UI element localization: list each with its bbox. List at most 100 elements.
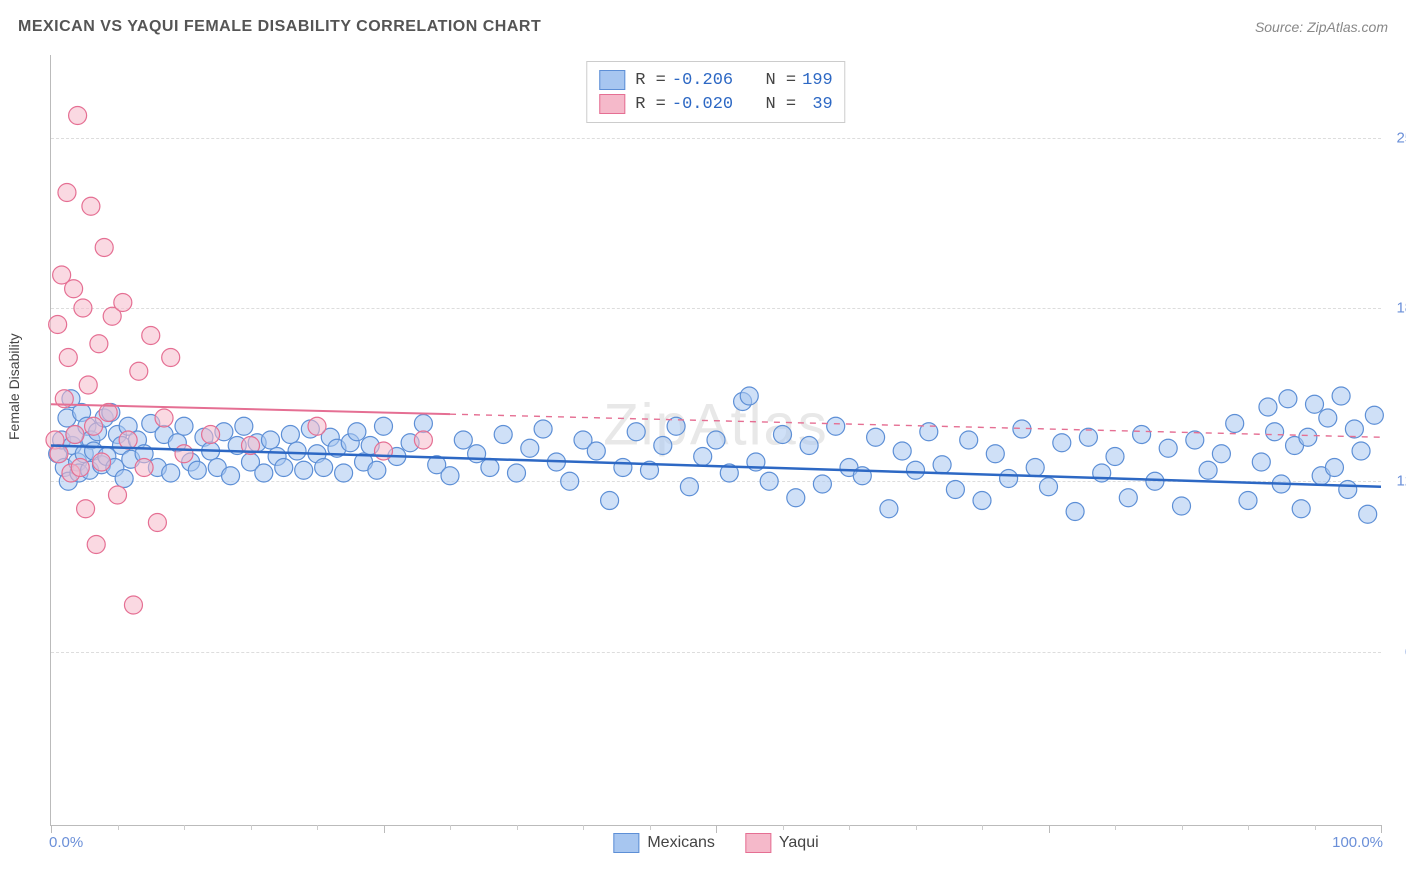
scatter-point	[368, 461, 386, 479]
scatter-point	[740, 387, 758, 405]
scatter-point	[627, 423, 645, 441]
x-minor-tick	[251, 825, 252, 830]
scatter-point	[960, 431, 978, 449]
scatter-point	[1000, 470, 1018, 488]
scatter-point	[800, 437, 818, 455]
scatter-point	[760, 472, 778, 490]
x-minor-tick	[184, 825, 185, 830]
scatter-point	[375, 417, 393, 435]
scatter-point	[155, 409, 173, 427]
scatter-point	[867, 428, 885, 446]
scatter-point	[79, 376, 97, 394]
scatter-point	[893, 442, 911, 460]
scatter-point	[74, 299, 92, 317]
scatter-point	[614, 459, 632, 477]
scatter-point	[124, 596, 142, 614]
scatter-point	[973, 492, 991, 510]
legend-swatch	[613, 833, 639, 853]
scatter-point	[71, 459, 89, 477]
scatter-point	[601, 492, 619, 510]
x-major-tick	[1381, 825, 1382, 833]
legend-stats: R =-0.020 N = 39	[635, 95, 832, 114]
x-major-tick	[384, 825, 385, 833]
x-minor-tick	[1182, 825, 1183, 830]
scatter-point	[787, 489, 805, 507]
x-minor-tick	[317, 825, 318, 830]
series-legend: MexicansYaqui	[613, 833, 818, 853]
scatter-point	[1332, 387, 1350, 405]
scatter-point	[454, 431, 472, 449]
scatter-point	[348, 423, 366, 441]
x-minor-tick	[1115, 825, 1116, 830]
legend-swatch	[599, 94, 625, 114]
x-minor-tick	[517, 825, 518, 830]
scatter-point	[694, 448, 712, 466]
scatter-point	[66, 426, 84, 444]
chart-plot-area: ZipAtlas 6.3%12.5%18.8%25.0% 0.0% 100.0%…	[50, 55, 1381, 826]
scatter-point	[1252, 453, 1270, 471]
scatter-point	[188, 461, 206, 479]
scatter-point	[933, 456, 951, 474]
x-axis-min-label: 0.0%	[49, 834, 83, 851]
scatter-point	[1173, 497, 1191, 515]
scatter-point	[813, 475, 831, 493]
x-major-tick	[51, 825, 52, 833]
scatter-point	[986, 445, 1004, 463]
scatter-point	[1212, 445, 1230, 463]
scatter-point	[308, 417, 326, 435]
scatter-point	[1040, 478, 1058, 496]
scatter-point	[1106, 448, 1124, 466]
scatter-point	[587, 442, 605, 460]
scatter-point	[1053, 434, 1071, 452]
legend-row: R =-0.206 N =199	[599, 68, 832, 92]
scatter-point	[69, 107, 87, 125]
scatter-point	[1226, 415, 1244, 433]
scatter-point	[58, 184, 76, 202]
x-minor-tick	[783, 825, 784, 830]
scatter-point	[1266, 423, 1284, 441]
scatter-point	[1079, 428, 1097, 446]
scatter-point	[414, 415, 432, 433]
legend-swatch	[745, 833, 771, 853]
scatter-point	[494, 426, 512, 444]
scatter-point	[1359, 505, 1377, 523]
scatter-point	[162, 464, 180, 482]
scatter-point	[707, 431, 725, 449]
scatter-point	[481, 459, 499, 477]
scatter-point	[1133, 426, 1151, 444]
scatter-point	[1119, 489, 1137, 507]
scatter-point	[534, 420, 552, 438]
x-minor-tick	[849, 825, 850, 830]
scatter-point	[827, 417, 845, 435]
scatter-point	[441, 467, 459, 485]
scatter-point	[1352, 442, 1370, 460]
scatter-point	[255, 464, 273, 482]
scatter-point	[261, 431, 279, 449]
scatter-point	[335, 464, 353, 482]
x-minor-tick	[583, 825, 584, 830]
scatter-point	[90, 335, 108, 353]
scatter-point	[49, 316, 67, 334]
scatter-point	[82, 197, 100, 215]
scatter-point	[50, 445, 68, 463]
scatter-point	[202, 426, 220, 444]
scatter-point	[1259, 398, 1277, 416]
scatter-point	[85, 417, 103, 435]
scatter-point	[508, 464, 526, 482]
scatter-point	[87, 536, 105, 554]
x-axis-max-label: 100.0%	[1332, 834, 1383, 851]
scatter-point	[1186, 431, 1204, 449]
scatter-point	[907, 461, 925, 479]
scatter-point	[119, 431, 137, 449]
x-major-tick	[1049, 825, 1050, 833]
scatter-point	[680, 478, 698, 496]
y-tick-label: 25.0%	[1389, 129, 1406, 146]
source-label: Source: ZipAtlas.com	[1255, 19, 1388, 35]
scatter-point	[222, 467, 240, 485]
scatter-point	[1239, 492, 1257, 510]
x-major-tick	[716, 825, 717, 833]
x-minor-tick	[1315, 825, 1316, 830]
scatter-point	[77, 500, 95, 518]
scatter-point	[115, 470, 133, 488]
scatter-point	[1159, 439, 1177, 457]
